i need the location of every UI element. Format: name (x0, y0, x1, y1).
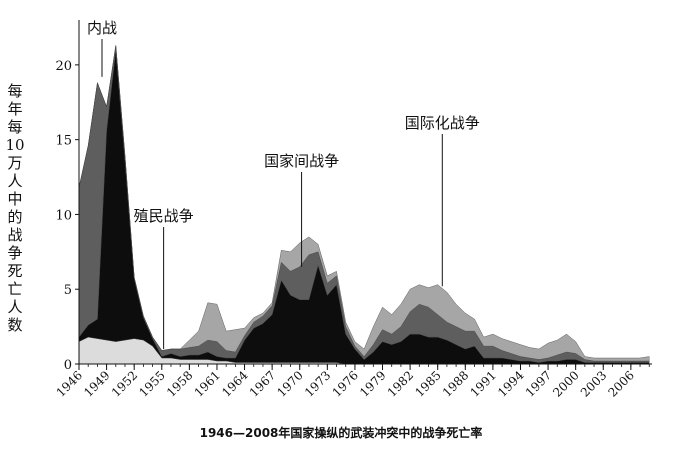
y-tick-label: 10 (55, 208, 72, 223)
x-tick-label: 2006 (605, 368, 636, 399)
chart-title: 1946—2008年国家操纵的武装冲突中的战争死亡率 (199, 426, 483, 440)
x-tick-label: 1991 (468, 368, 499, 399)
x-tick-label: 1973 (302, 368, 333, 399)
y-axis-label: 每年每10万人中的战争死亡人数 (5, 82, 25, 334)
annotation-label: 国家间战争 (264, 152, 339, 170)
annotation-label: 国际化战争 (405, 114, 480, 132)
stacked-areas (78, 45, 650, 365)
x-tick-label: 1967 (247, 368, 278, 399)
x-tick-label: 2003 (578, 368, 609, 399)
x-ticks: 1946194919521955195819611964196719701973… (54, 364, 650, 400)
area-interstate (78, 45, 650, 363)
x-tick-label: 1949 (81, 368, 112, 399)
x-tick-label: 1955 (136, 368, 167, 399)
y-tick-label: 0 (64, 358, 72, 373)
x-tick-label: 1988 (440, 368, 471, 399)
area-internationalized (78, 45, 650, 362)
annotation-label: 殖民战争 (134, 207, 194, 225)
x-tick-label: 1952 (109, 368, 140, 399)
x-tick-label: 1976 (330, 368, 361, 399)
x-tick-label: 1964 (219, 368, 251, 400)
y-tick-label: 5 (64, 283, 72, 298)
x-tick-label: 1961 (192, 368, 223, 399)
x-tick-label: 1985 (412, 368, 443, 399)
x-tick-label: 1958 (164, 368, 195, 399)
x-tick-label: 1997 (523, 368, 554, 399)
y-tick-label: 15 (55, 134, 72, 149)
x-tick-label: 1994 (495, 368, 527, 400)
y-tick-label: 20 (55, 59, 72, 74)
axes (78, 20, 652, 365)
x-tick-label: 1970 (274, 368, 305, 399)
x-tick-label: 2000 (550, 368, 581, 399)
annotation-label: 内战 (87, 19, 117, 37)
x-tick-label: 1982 (385, 368, 416, 399)
x-tick-label: 1979 (357, 368, 388, 399)
y-ticks: 0 5 10 15 20 (55, 59, 79, 373)
